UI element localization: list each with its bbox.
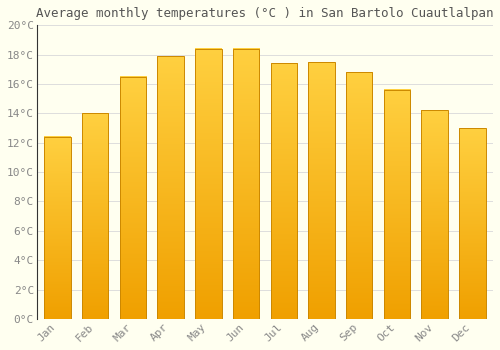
- Bar: [270, 63, 297, 319]
- Bar: [346, 72, 372, 319]
- Bar: [120, 77, 146, 319]
- Bar: [308, 62, 334, 319]
- Bar: [82, 113, 108, 319]
- Bar: [384, 90, 410, 319]
- Bar: [44, 137, 70, 319]
- Bar: [459, 128, 485, 319]
- Bar: [195, 49, 222, 319]
- Title: Average monthly temperatures (°C ) in San Bartolo Cuautlalpan: Average monthly temperatures (°C ) in Sa…: [36, 7, 494, 20]
- Bar: [158, 56, 184, 319]
- Bar: [233, 49, 259, 319]
- Bar: [422, 110, 448, 319]
